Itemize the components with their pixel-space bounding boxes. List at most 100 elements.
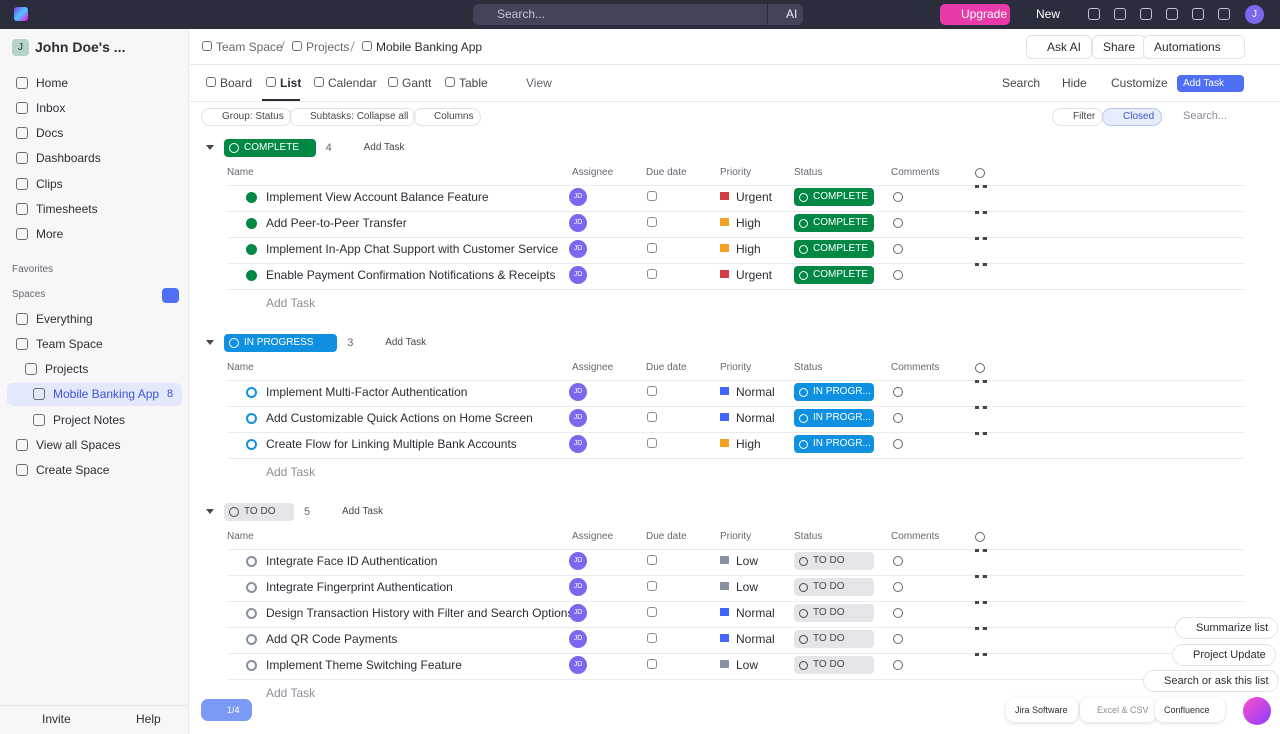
assignee-avatar[interactable]: JD [569, 188, 587, 206]
add-view[interactable]: View [526, 75, 552, 91]
ai-button[interactable]: AI [786, 6, 797, 22]
task-priority[interactable]: Normal [736, 410, 775, 426]
row-menu[interactable] [975, 601, 987, 604]
task-name[interactable]: Implement Theme Switching Feature [266, 657, 462, 673]
nav-item[interactable]: Timesheets [36, 201, 98, 217]
assignee-avatar[interactable]: JD [569, 240, 587, 258]
group-add-task[interactable]: Add Task [385, 335, 426, 351]
task-priority[interactable]: Normal [736, 631, 775, 647]
assistant-action[interactable]: Search or ask this list [1143, 670, 1279, 692]
user-avatar[interactable]: J [1245, 5, 1264, 24]
new-button[interactable]: New [1036, 6, 1060, 22]
collapse-caret[interactable] [206, 509, 214, 514]
task-priority[interactable]: Low [736, 657, 758, 673]
nav-item[interactable]: Docs [36, 125, 63, 141]
assignee-avatar[interactable]: JD [569, 409, 587, 427]
comment-icon[interactable] [893, 413, 903, 423]
favorites-heading[interactable]: Favorites [12, 262, 53, 278]
integration-chip[interactable]: Excel & CSV [1080, 698, 1156, 722]
task-name[interactable]: Create Flow for Linking Multiple Bank Ac… [266, 436, 517, 452]
view-tab[interactable]: List [280, 75, 301, 91]
comment-icon[interactable] [893, 218, 903, 228]
task-name[interactable]: Implement In-App Chat Support with Custo… [266, 241, 558, 257]
tree-item[interactable]: Project Notes [53, 412, 125, 428]
new-task-row[interactable]: Add Task [266, 295, 315, 311]
row-menu[interactable] [975, 549, 987, 552]
assignee-avatar[interactable]: JD [569, 552, 587, 570]
task-name[interactable]: Add Peer-to-Peer Transfer [266, 215, 407, 231]
help-button[interactable]: Help [136, 711, 161, 727]
task-priority[interactable]: High [736, 215, 761, 231]
comment-icon[interactable] [893, 244, 903, 254]
group-pill[interactable]: Group: Status [201, 108, 292, 126]
ask-ai-button[interactable]: Ask AI [1026, 35, 1092, 59]
task-name[interactable]: Enable Payment Confirmation Notification… [266, 267, 555, 283]
group-add-task[interactable]: Add Task [364, 140, 405, 156]
invite-button[interactable]: Invite [42, 711, 71, 727]
assignee-avatar[interactable]: JD [569, 214, 587, 232]
task-priority[interactable]: High [736, 436, 761, 452]
group-add-task[interactable]: Add Task [342, 504, 383, 520]
filter-pill[interactable]: Filter [1052, 108, 1103, 126]
tree-item[interactable]: Create Space [36, 462, 109, 478]
assignee-avatar[interactable]: JD [569, 656, 587, 674]
comment-icon[interactable] [893, 608, 903, 618]
upgrade-label[interactable]: Upgrade [961, 6, 1007, 22]
row-menu[interactable] [975, 627, 987, 630]
assignee-avatar[interactable]: JD [569, 435, 587, 453]
tree-item[interactable]: Projects [45, 361, 88, 377]
add-task-button[interactable]: Add Task [1177, 75, 1244, 92]
assignee-avatar[interactable]: JD [569, 578, 587, 596]
assignee-avatar[interactable]: JD [569, 630, 587, 648]
task-name[interactable]: Add QR Code Payments [266, 631, 397, 647]
automations-button[interactable]: Automations [1143, 35, 1245, 59]
task-priority[interactable]: High [736, 241, 761, 257]
tree-item[interactable]: View all Spaces [36, 437, 121, 453]
new-space-button[interactable] [162, 288, 179, 303]
customize-view[interactable]: Customize [1111, 75, 1168, 91]
nav-item[interactable]: Dashboards [36, 150, 101, 166]
comment-icon[interactable] [893, 439, 903, 449]
row-menu[interactable] [975, 406, 987, 409]
comment-icon[interactable] [893, 582, 903, 592]
tree-item[interactable]: Team Space [36, 336, 103, 352]
workspace-name[interactable]: John Doe's ... [35, 39, 125, 55]
row-menu[interactable] [975, 185, 987, 188]
onboarding-badge[interactable]: 1/4 [201, 699, 252, 721]
row-menu[interactable] [975, 263, 987, 266]
closed-pill[interactable]: Closed [1102, 108, 1162, 126]
comment-icon[interactable] [893, 634, 903, 644]
assignee-avatar[interactable]: JD [569, 383, 587, 401]
new-task-row[interactable]: Add Task [266, 464, 315, 480]
row-menu[interactable] [975, 432, 987, 435]
collapse-caret[interactable] [206, 145, 214, 150]
assignee-avatar[interactable]: JD [569, 266, 587, 284]
share-button[interactable]: Share [1092, 35, 1146, 59]
comment-icon[interactable] [893, 387, 903, 397]
search-view[interactable]: Search [1002, 75, 1040, 91]
collapse-caret[interactable] [206, 340, 214, 345]
breadcrumb[interactable]: Projects [306, 39, 349, 55]
add-column[interactable] [975, 168, 985, 178]
comment-icon[interactable] [893, 192, 903, 202]
task-name[interactable]: Implement Multi-Factor Authentication [266, 384, 467, 400]
task-name[interactable]: Add Customizable Quick Actions on Home S… [266, 410, 533, 426]
nav-item[interactable]: Home [36, 75, 68, 91]
task-priority[interactable]: Urgent [736, 267, 772, 283]
task-name[interactable]: Integrate Fingerprint Authentication [266, 579, 453, 595]
view-tab[interactable]: Board [220, 75, 252, 91]
integration-chip[interactable]: Confluence [1155, 698, 1225, 722]
task-name[interactable]: Design Transaction History with Filter a… [266, 605, 573, 621]
row-menu[interactable] [975, 653, 987, 656]
subtasks-pill[interactable]: Subtasks: Collapse all [289, 108, 416, 126]
breadcrumb[interactable]: Mobile Banking App [376, 39, 482, 55]
nav-item[interactable]: Clips [36, 176, 63, 192]
tree-item[interactable]: Everything [36, 311, 93, 327]
task-priority[interactable]: Normal [736, 605, 775, 621]
row-menu[interactable] [975, 575, 987, 578]
assistant-fab[interactable] [1243, 697, 1271, 725]
nav-item[interactable]: Inbox [36, 100, 65, 116]
comment-icon[interactable] [893, 556, 903, 566]
view-tab[interactable]: Table [459, 75, 488, 91]
add-column[interactable] [975, 532, 985, 542]
